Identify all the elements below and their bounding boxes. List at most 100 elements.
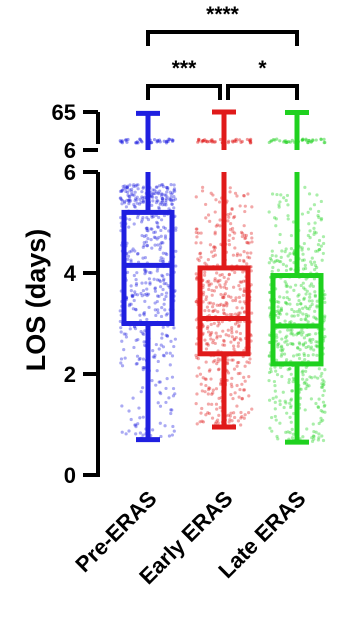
data-point — [232, 367, 237, 371]
data-point — [160, 240, 164, 245]
data-point — [228, 418, 232, 422]
data-point — [280, 344, 284, 348]
data-point — [269, 367, 273, 371]
data-point — [232, 347, 236, 351]
data-point — [195, 227, 199, 231]
data-point — [323, 403, 327, 407]
data-point — [143, 343, 147, 347]
data-point — [273, 383, 277, 388]
data-point — [157, 184, 162, 188]
data-point — [153, 289, 158, 293]
data-point — [160, 197, 164, 201]
data-point — [118, 319, 122, 324]
data-point — [320, 371, 324, 376]
data-point — [134, 423, 138, 427]
data-point — [121, 184, 125, 189]
data-point — [282, 352, 287, 356]
data-point — [233, 322, 238, 326]
data-point — [250, 311, 254, 315]
data-point — [159, 194, 164, 198]
data-point — [238, 337, 242, 341]
data-point — [288, 415, 292, 419]
data-point — [140, 195, 144, 199]
data-point — [296, 294, 300, 298]
data-point — [219, 382, 223, 386]
data-point — [216, 418, 220, 422]
outlier-point — [284, 139, 288, 143]
data-point — [161, 241, 165, 245]
data-point — [234, 296, 238, 300]
data-point — [229, 295, 233, 299]
data-point — [133, 190, 137, 194]
data-point — [141, 200, 145, 204]
data-point — [160, 292, 164, 297]
data-point — [220, 272, 224, 277]
data-point — [290, 314, 294, 318]
outlier-point — [124, 138, 128, 142]
data-point — [214, 331, 218, 335]
data-point — [239, 280, 244, 284]
data-point — [236, 341, 241, 345]
outlier-point — [205, 139, 209, 143]
data-point — [159, 314, 164, 319]
data-point — [274, 254, 278, 258]
outlier-point — [162, 139, 166, 143]
data-point — [154, 190, 158, 194]
data-point — [140, 386, 145, 390]
data-point — [216, 357, 220, 361]
data-point — [285, 411, 289, 415]
data-point — [157, 215, 161, 220]
data-point — [159, 391, 163, 396]
data-point — [284, 401, 288, 405]
data-point — [126, 193, 130, 197]
data-point — [194, 318, 198, 322]
outlier-point — [322, 140, 326, 145]
data-point — [120, 189, 124, 193]
data-point — [160, 332, 164, 336]
data-point — [145, 292, 149, 296]
y-tick-label: 65 — [52, 100, 76, 125]
data-point — [267, 370, 272, 375]
data-point — [155, 199, 159, 203]
data-point — [141, 186, 145, 190]
data-point — [166, 186, 170, 190]
data-point — [232, 338, 236, 342]
data-point — [214, 402, 219, 406]
data-point — [217, 367, 221, 371]
data-point — [322, 404, 326, 408]
data-point — [218, 278, 222, 283]
data-point — [317, 432, 321, 436]
data-point — [119, 198, 124, 202]
data-point — [231, 285, 236, 289]
outlier-point — [290, 138, 294, 142]
data-point — [227, 238, 231, 243]
data-point — [222, 285, 227, 289]
data-point — [235, 383, 239, 388]
data-point — [164, 291, 169, 295]
data-point — [311, 422, 315, 426]
data-point — [229, 222, 233, 226]
data-point — [314, 340, 318, 344]
data-point — [279, 308, 283, 312]
data-point — [148, 282, 152, 286]
data-point — [161, 259, 165, 264]
data-point — [227, 242, 232, 247]
data-point — [291, 342, 295, 346]
data-point — [207, 282, 211, 286]
data-point — [211, 302, 216, 306]
data-point — [203, 261, 207, 265]
data-point — [203, 270, 207, 274]
data-point — [217, 322, 221, 326]
outlier-point — [120, 140, 124, 144]
data-point — [295, 309, 299, 314]
data-point — [154, 313, 158, 318]
data-point — [317, 209, 321, 214]
significance-bracket — [226, 84, 299, 100]
data-point — [212, 289, 217, 293]
outlier-point — [234, 139, 238, 143]
data-point — [132, 345, 136, 350]
data-point — [284, 336, 288, 340]
data-point — [144, 240, 148, 244]
data-point — [248, 357, 252, 361]
data-point — [159, 343, 163, 347]
